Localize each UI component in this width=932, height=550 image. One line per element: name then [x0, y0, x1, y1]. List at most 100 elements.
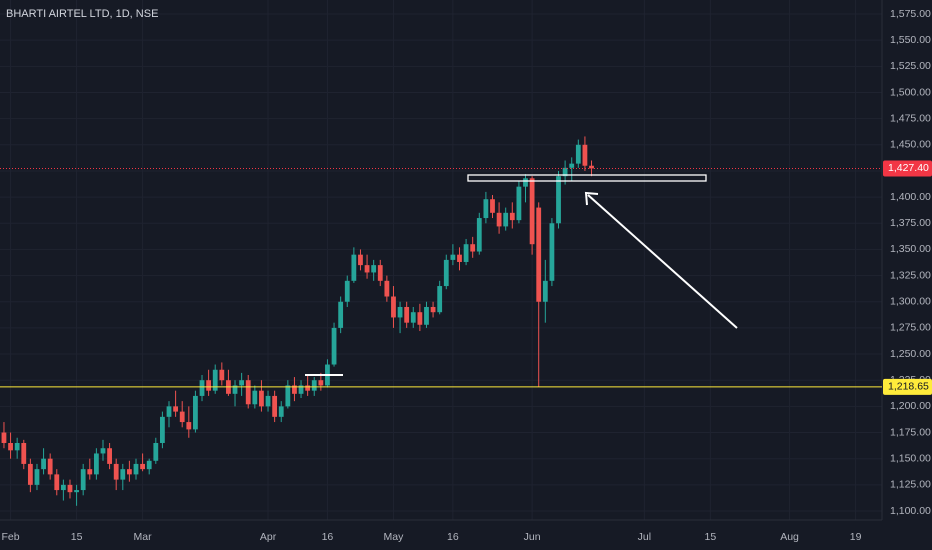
- candle-body: [100, 448, 106, 454]
- y-tick-label: 1,325.00: [890, 269, 931, 281]
- candle-body: [358, 254, 363, 266]
- candle-body: [1, 432, 7, 443]
- candle-body: [212, 369, 218, 391]
- candle-body: [8, 442, 13, 451]
- candle-body: [186, 422, 192, 430]
- candle-body: [292, 385, 297, 394]
- candle-body: [173, 406, 179, 412]
- candle-body: [556, 176, 561, 224]
- y-tick-label: 1,275.00: [890, 322, 931, 334]
- candle-body: [113, 463, 119, 480]
- x-tick-label: 15: [71, 531, 83, 543]
- candle-body: [509, 212, 515, 221]
- candle-body: [457, 254, 462, 262]
- candle-body: [371, 265, 377, 273]
- candle-body: [252, 390, 258, 405]
- candle-body: [60, 484, 66, 491]
- candle-body: [542, 280, 548, 302]
- arrow-head: [584, 191, 599, 206]
- candle-body: [351, 254, 357, 281]
- x-tick-label: Feb: [2, 531, 20, 543]
- x-tick-label: Jul: [638, 531, 651, 543]
- candle-body: [476, 218, 482, 252]
- y-tick-label: 1,250.00: [890, 348, 931, 360]
- candle-body: [199, 380, 205, 396]
- candle-body: [21, 442, 27, 464]
- candle-body: [259, 390, 264, 407]
- resistance-box: [467, 174, 707, 182]
- candle-body: [483, 199, 489, 219]
- candle-body: [120, 469, 126, 480]
- x-tick-label: Mar: [134, 531, 153, 543]
- drawings: [305, 174, 738, 376]
- price-label-box: [883, 160, 932, 177]
- candle-body: [80, 469, 86, 491]
- candle-body: [589, 165, 594, 169]
- candle-body: [490, 199, 495, 213]
- candle-body: [245, 380, 251, 405]
- candle-body: [140, 463, 145, 470]
- x-tick-label: May: [384, 531, 405, 543]
- candle-body: [126, 469, 132, 475]
- y-tick-label: 1,475.00: [890, 112, 931, 124]
- candle-body: [523, 178, 528, 187]
- y-tick-label: 1,125.00: [890, 479, 931, 491]
- chart-title: BHARTI AIRTEL LTD, 1D, NSE: [6, 8, 158, 20]
- y-tick-label: 1,450.00: [890, 139, 931, 151]
- x-tick-label: Apr: [260, 531, 277, 543]
- candle-body: [47, 458, 53, 475]
- candle-body: [575, 144, 581, 164]
- candle-body: [146, 460, 152, 470]
- y-tick-label: 1,575.00: [890, 8, 931, 20]
- y-tick-label: 1,500.00: [890, 86, 931, 98]
- candle-body: [34, 469, 40, 485]
- candle-body: [463, 244, 469, 262]
- candle-body: [496, 212, 502, 227]
- candle-body: [311, 380, 317, 391]
- y-tick-label: 1,350.00: [890, 243, 931, 255]
- candle-body: [470, 244, 476, 252]
- candle-body: [14, 442, 20, 451]
- candle-body: [278, 406, 284, 417]
- candle-body: [529, 178, 535, 245]
- candle-body: [384, 280, 390, 297]
- candle-body: [265, 395, 271, 407]
- candle-body: [285, 385, 291, 407]
- candle-body: [430, 306, 436, 313]
- x-tick-label: Aug: [780, 531, 799, 543]
- x-tick-label: Jun: [524, 531, 541, 543]
- candle-body: [232, 385, 238, 394]
- candle-body: [27, 463, 33, 485]
- y-tick-label: 1,525.00: [890, 60, 931, 72]
- x-tick-label: 16: [322, 531, 334, 543]
- candle-body: [107, 448, 112, 464]
- y-tick-label: 1,550.00: [890, 34, 931, 46]
- candle-body: [437, 286, 443, 313]
- candle-body: [298, 385, 304, 394]
- arrow-shaft: [587, 194, 738, 329]
- candle-body: [41, 458, 46, 470]
- candle-body: [338, 301, 344, 328]
- candle-body: [417, 312, 423, 325]
- candle-body: [133, 463, 139, 475]
- candle-body: [272, 395, 278, 417]
- candle-body: [331, 327, 337, 365]
- price-label: 1,427.40: [888, 162, 929, 174]
- x-tick-label: 16: [447, 531, 459, 543]
- candle-body: [377, 265, 383, 281]
- grid: [0, 0, 882, 520]
- candle-body: [364, 265, 370, 273]
- y-tick-label: 1,175.00: [890, 426, 931, 438]
- candle-body: [305, 385, 311, 391]
- candle-body: [67, 484, 73, 493]
- y-tick-label: 1,400.00: [890, 191, 931, 203]
- candle-body: [562, 167, 568, 177]
- candle-body: [239, 380, 245, 386]
- y-tick-label: 1,200.00: [890, 400, 931, 412]
- candle-body: [410, 312, 416, 323]
- candle-body: [87, 469, 93, 475]
- candle-body: [443, 259, 449, 287]
- candle-body: [569, 163, 575, 168]
